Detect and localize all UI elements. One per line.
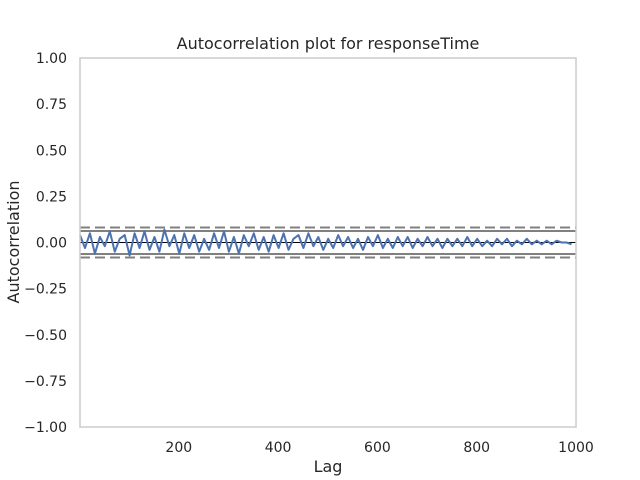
x-axis-ticks: 200 400 600 800 1000 (165, 440, 593, 456)
y-tick-label: −0.75 (24, 374, 67, 390)
x-tick-label: 600 (364, 440, 391, 456)
x-tick-label: 1000 (558, 440, 594, 456)
y-axis-label: Autocorrelation (4, 181, 23, 304)
y-tick-label: 0.00 (36, 236, 67, 252)
y-tick-label: 0.75 (36, 97, 67, 113)
y-tick-label: −1.00 (24, 420, 67, 436)
y-tick-label: −0.25 (24, 282, 67, 298)
y-tick-label: 1.00 (36, 51, 67, 67)
x-axis-label: Lag (314, 457, 343, 476)
x-tick-label: 200 (165, 440, 192, 456)
y-tick-label: −0.50 (24, 328, 67, 344)
y-tick-label: 0.25 (36, 189, 67, 205)
plot-frame (79, 57, 577, 428)
chart-title: Autocorrelation plot for responseTime (177, 34, 480, 53)
autocorrelation-series-line (79, 228, 572, 257)
plot-area (79, 226, 576, 259)
y-tick-label: 0.50 (36, 143, 67, 159)
y-axis-ticks: 1.00 0.75 0.50 0.25 0.00 −0.25 −0.50 −0.75 −1.00 (24, 51, 67, 436)
x-tick-label: 800 (463, 440, 490, 456)
x-tick-label: 400 (265, 440, 292, 456)
